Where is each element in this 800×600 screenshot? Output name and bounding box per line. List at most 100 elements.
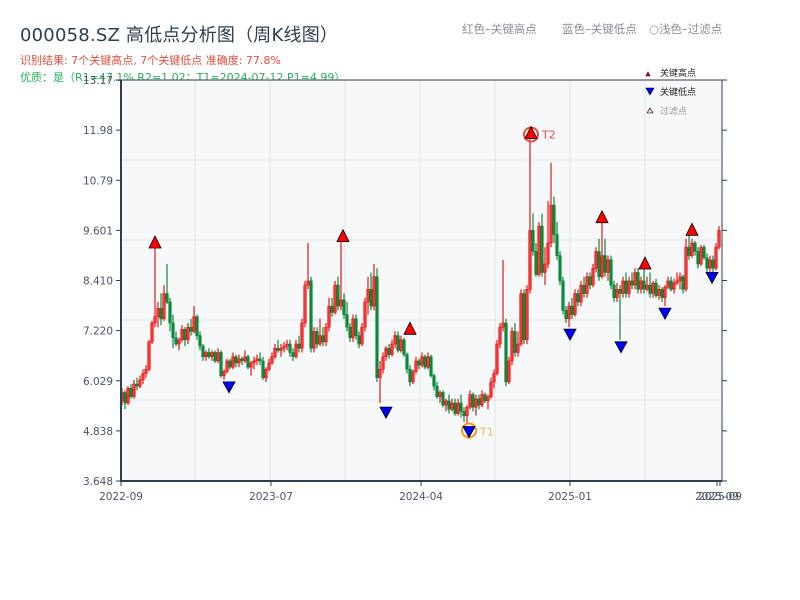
candle-body xyxy=(708,259,712,269)
candle-body xyxy=(513,331,517,353)
candle-series xyxy=(120,133,721,425)
candle-body xyxy=(654,282,658,296)
y-tick-label: 13.17 xyxy=(83,75,113,87)
candle-body xyxy=(684,246,688,290)
candle-body xyxy=(423,356,427,368)
key-high-marker-icon xyxy=(638,256,652,270)
candle-body xyxy=(384,347,388,357)
candle-body xyxy=(189,326,193,332)
legend-key-low-label: 关键低点 xyxy=(660,86,696,98)
candle-body xyxy=(675,280,679,284)
candle-body xyxy=(243,356,247,362)
candle-body xyxy=(294,343,298,357)
candle-body xyxy=(669,280,673,290)
candle-body xyxy=(231,356,235,368)
legend-filtered-points: ○浅色–过滤点 xyxy=(649,22,723,36)
candle-body xyxy=(696,251,700,265)
candle-body xyxy=(486,396,490,402)
candle-body xyxy=(543,263,547,273)
candle-body xyxy=(144,369,148,374)
candle-body xyxy=(609,259,613,286)
legend-filtered-label: 过滤点 xyxy=(660,105,687,117)
key-high-marker-icon xyxy=(595,209,609,224)
legend-blue-key-lows: 蓝色–关键低点 xyxy=(562,22,637,36)
candle-body xyxy=(273,347,277,357)
key-low-marker-icon xyxy=(658,307,672,320)
filtered-legend-icon xyxy=(646,107,654,114)
candle-body xyxy=(288,343,292,353)
x-tick-label: 2022-09 xyxy=(99,491,143,503)
candle-body xyxy=(327,305,331,328)
candle-body xyxy=(138,379,142,387)
candle-body xyxy=(567,305,571,320)
legend-red-key-highs: 红色–关键高点 xyxy=(462,22,537,36)
candle-body xyxy=(561,280,565,311)
candle-body xyxy=(426,356,430,368)
candle-body xyxy=(408,369,412,383)
candle-body xyxy=(603,255,607,273)
candle-body xyxy=(714,246,718,269)
candle-body xyxy=(564,310,568,320)
candle-body xyxy=(633,272,637,286)
candle-body xyxy=(405,354,409,370)
candle-body xyxy=(312,331,316,349)
candle-body xyxy=(156,307,160,317)
candle-body xyxy=(291,352,295,357)
candle-body xyxy=(558,255,562,282)
candle-body xyxy=(126,387,130,404)
x-tick-label: 2025-01 xyxy=(548,491,592,503)
candle-body xyxy=(516,343,520,353)
candle-body xyxy=(159,307,163,320)
candle-body xyxy=(621,280,625,294)
x-tick-label: 2024-04 xyxy=(399,491,443,503)
candle-body xyxy=(525,289,529,341)
candle-body xyxy=(522,293,526,341)
key-low-legend-icon xyxy=(645,87,655,96)
candle-body xyxy=(168,301,172,324)
t2-label: T2 xyxy=(541,128,556,141)
plot-area xyxy=(121,80,722,481)
candle-body xyxy=(132,383,136,397)
candle-body xyxy=(555,234,559,256)
candle-body xyxy=(468,394,472,408)
candle-body xyxy=(207,352,211,357)
candle-body xyxy=(393,335,397,345)
x-tick-label: 2025-09 xyxy=(698,491,742,503)
candle-body xyxy=(198,335,202,347)
candle-body xyxy=(432,375,436,387)
candle-body xyxy=(471,394,475,408)
candle-body xyxy=(579,284,583,303)
candle-body xyxy=(354,318,358,336)
candle-body xyxy=(531,230,535,252)
axes: 13.17 11.98 10.79 9.601 8.410 7.220 6.029 4.838… xyxy=(83,75,742,503)
candle-body xyxy=(663,286,667,299)
candle-body xyxy=(615,289,619,299)
candle-body xyxy=(447,400,451,410)
candle-body xyxy=(540,225,544,273)
candle-body xyxy=(519,293,523,345)
candle-body xyxy=(528,230,532,290)
candle-body xyxy=(573,293,577,315)
candle-body xyxy=(213,352,217,362)
key-low-marker-icon xyxy=(614,341,628,354)
y-tick-label: 8.410 xyxy=(83,276,113,288)
candle-body xyxy=(270,356,274,364)
candle-body xyxy=(261,360,265,379)
key-point-markers: T2 T1 xyxy=(148,125,719,439)
candle-body xyxy=(507,360,511,383)
candle-body xyxy=(420,356,424,366)
candle-body xyxy=(330,305,334,313)
candle-body xyxy=(717,230,721,248)
candle-body xyxy=(258,358,262,362)
key-low-marker-icon xyxy=(705,271,719,285)
candle-body xyxy=(195,316,199,336)
key-high-marker-icon xyxy=(685,222,699,236)
candle-body xyxy=(282,345,286,349)
candle-body xyxy=(570,305,574,315)
candle-body xyxy=(435,385,439,397)
candle-body xyxy=(381,356,385,370)
candle-body xyxy=(636,272,640,290)
candle-body xyxy=(690,242,694,256)
candle-body xyxy=(300,322,304,349)
candle-body xyxy=(699,246,703,265)
